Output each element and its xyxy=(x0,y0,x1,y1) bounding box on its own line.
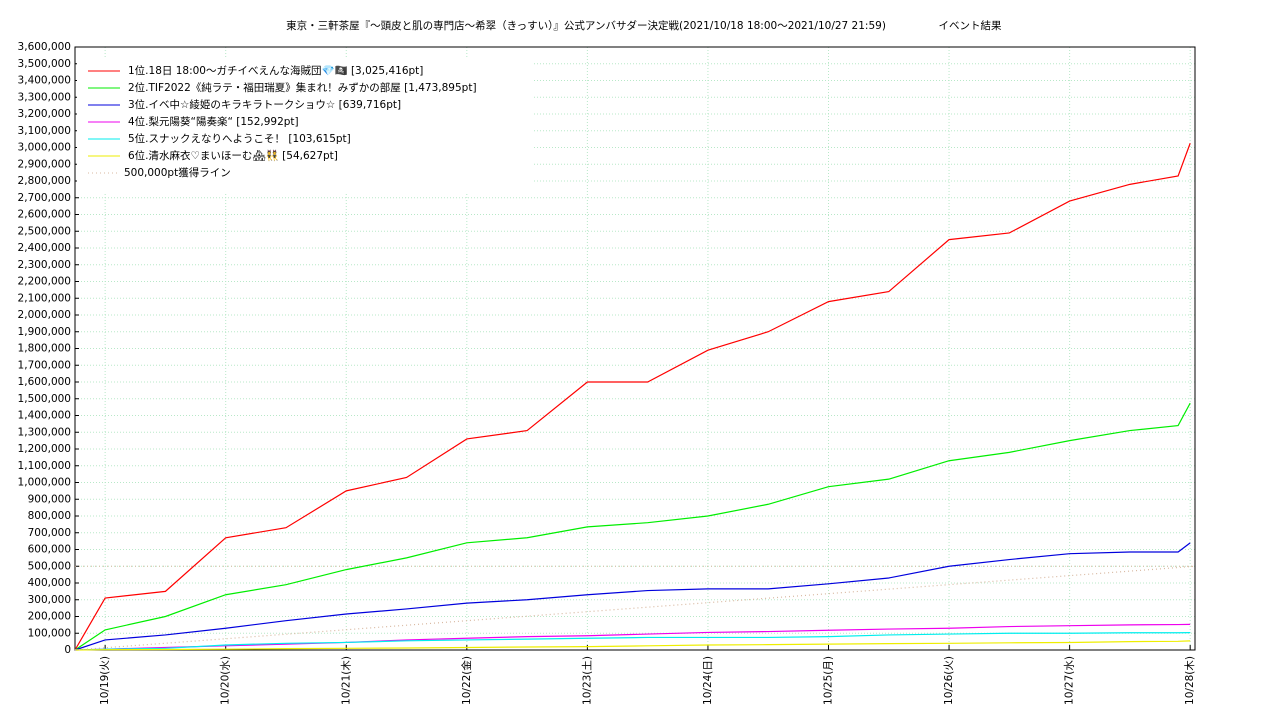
y-tick-label: 1,700,000 xyxy=(18,359,71,371)
legend-label: 4位.梨元陽葵“陽奏楽“ [152,992pt] xyxy=(128,115,299,128)
y-tick-label: 3,200,000 xyxy=(18,108,71,120)
x-tick-label: 10/20(水) xyxy=(220,656,232,705)
x-tick-label: 10/22(金) xyxy=(460,656,473,705)
y-tick-label: 3,600,000 xyxy=(18,41,71,53)
y-tick-label: 1,900,000 xyxy=(18,326,71,338)
chart-subtitle: イベント結果 xyxy=(939,19,1002,32)
legend-label: 6位.清水麻衣♡まいほーむ🏘👯 [54,627pt] xyxy=(128,149,338,162)
series-line xyxy=(74,640,1191,651)
y-tick-label: 2,700,000 xyxy=(18,192,71,204)
series-line xyxy=(74,402,1191,651)
y-tick-label: 2,800,000 xyxy=(18,175,71,187)
x-tick-label: 10/27(水) xyxy=(1064,656,1076,705)
y-tick-label: 300,000 xyxy=(28,594,71,606)
y-tick-label: 1,600,000 xyxy=(18,376,71,388)
y-tick-label: 100,000 xyxy=(28,627,71,639)
y-tick-label: 2,200,000 xyxy=(18,276,71,288)
y-tick-label: 600,000 xyxy=(28,544,71,556)
x-tick-label: 10/26(火) xyxy=(943,656,955,705)
y-tick-label: 900,000 xyxy=(28,493,71,505)
y-tick-label: 2,300,000 xyxy=(18,259,71,271)
x-tick-label: 10/21(木) xyxy=(340,656,352,705)
y-tick-label: 3,100,000 xyxy=(18,125,71,137)
y-tick-label: 2,900,000 xyxy=(18,158,71,170)
y-tick-label: 2,000,000 xyxy=(18,309,71,321)
y-tick-label: 3,400,000 xyxy=(18,75,71,87)
y-tick-label: 1,100,000 xyxy=(18,460,71,472)
y-tick-label: 2,100,000 xyxy=(18,292,71,304)
y-tick-label: 400,000 xyxy=(28,577,71,589)
y-tick-label: 700,000 xyxy=(28,527,71,539)
series-line xyxy=(74,143,1191,651)
legend-label: 5位.スナックえなりへようこそ！ [103,615pt] xyxy=(128,132,351,145)
y-tick-label: 200,000 xyxy=(28,611,71,623)
y-tick-label: 1,200,000 xyxy=(18,443,71,455)
y-tick-label: 3,500,000 xyxy=(18,58,71,70)
chart-title: 東京・三軒茶屋『～頭皮と肌の専門店～希翠（きっすい）』公式アンバサダー決定戦(2… xyxy=(286,19,886,32)
x-tick-label: 10/24(日) xyxy=(702,656,714,705)
legend-label: 1位.18日 18:00〜ガチイべえんな海賊団💎🏴‍☠️ [3,025,416p… xyxy=(128,64,423,77)
y-tick-label: 3,300,000 xyxy=(18,91,71,103)
x-tick-label: 10/28(木) xyxy=(1184,656,1196,705)
x-tick-label: 10/23(土) xyxy=(580,656,593,705)
y-tick-label: 1,400,000 xyxy=(18,410,71,422)
y-tick-label: 2,400,000 xyxy=(18,242,71,254)
legend-label: 500,000pt獲得ライン xyxy=(124,166,231,179)
x-tick-label: 10/19(火) xyxy=(99,656,111,705)
y-tick-label: 800,000 xyxy=(28,510,71,522)
legend-box xyxy=(77,58,532,192)
y-tick-label: 1,000,000 xyxy=(18,477,71,489)
y-tick-label: 0 xyxy=(64,644,71,656)
plot-frame xyxy=(74,46,1196,651)
x-tick-label: 10/25(月) xyxy=(822,656,834,705)
y-tick-label: 1,300,000 xyxy=(18,426,71,438)
legend-label: 2位.TIF2022《純ラテ・福田瑞夏》集まれ！みずかの部屋 [1,473,89… xyxy=(128,81,477,94)
series-line xyxy=(74,542,1191,651)
y-tick-label: 2,500,000 xyxy=(18,225,71,237)
y-tick-label: 1,500,000 xyxy=(18,393,71,405)
series-line xyxy=(74,623,1191,651)
y-tick-label: 500,000 xyxy=(28,560,71,572)
legend-label: 3位.イベ中☆綾姫のキラキラトークショウ☆ [639,716pt] xyxy=(128,98,401,111)
y-tick-label: 2,600,000 xyxy=(18,209,71,221)
series-line xyxy=(74,632,1191,651)
y-tick-label: 1,800,000 xyxy=(18,343,71,355)
y-tick-label: 3,000,000 xyxy=(18,142,71,154)
